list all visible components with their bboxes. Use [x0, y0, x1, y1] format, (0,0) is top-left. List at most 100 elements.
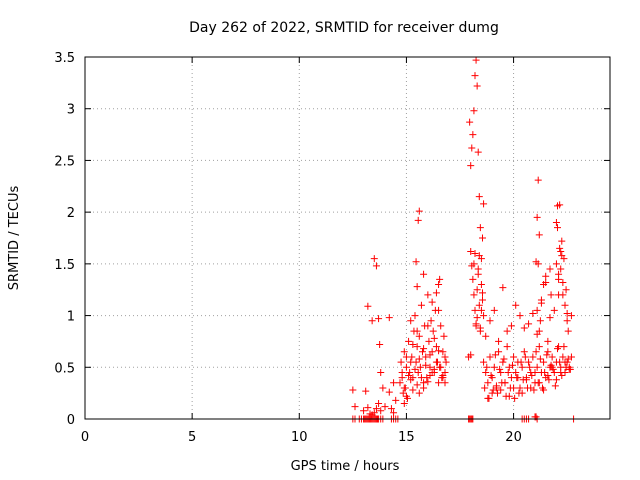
data-point — [409, 386, 417, 394]
data-point — [544, 348, 552, 356]
y-tick-label: 1 — [67, 310, 75, 325]
data-point — [407, 376, 415, 384]
data-point — [479, 296, 486, 304]
data-point — [405, 337, 413, 345]
data-point — [407, 317, 415, 325]
data-point — [544, 372, 552, 380]
data-point — [477, 281, 485, 289]
data-point — [501, 379, 509, 387]
data-point — [550, 368, 558, 376]
data-point — [422, 361, 430, 369]
y-tick-label: 3 — [67, 103, 75, 118]
data-point — [527, 384, 535, 392]
data-point — [558, 237, 566, 245]
x-tick-label: 20 — [505, 430, 522, 445]
data-point — [441, 379, 449, 387]
data-point — [439, 348, 447, 356]
data-point — [470, 291, 478, 299]
data-point — [422, 353, 430, 361]
data-point — [426, 363, 434, 371]
x-tick-label: 5 — [188, 430, 196, 445]
data-point — [490, 363, 498, 371]
data-point — [406, 368, 414, 376]
data-point — [533, 213, 541, 221]
y-axis-label: SRMTID / TECUs — [7, 186, 22, 291]
data-point — [533, 306, 541, 314]
data-point — [472, 322, 480, 330]
data-point — [546, 265, 554, 273]
data-point — [362, 387, 370, 395]
data-point — [476, 327, 484, 335]
data-point — [480, 312, 488, 320]
data-point — [416, 363, 424, 371]
data-point — [535, 327, 543, 335]
data-point — [503, 327, 511, 335]
data-point — [412, 258, 420, 266]
data-point — [413, 283, 421, 291]
data-point — [429, 327, 437, 335]
data-point — [496, 365, 504, 373]
data-point — [379, 384, 387, 392]
data-point — [520, 324, 528, 332]
data-point — [526, 363, 534, 371]
data-point — [442, 358, 450, 366]
data-point — [400, 348, 408, 356]
data-point — [535, 379, 543, 387]
data-point — [497, 386, 505, 394]
data-point — [402, 392, 410, 400]
data-point — [392, 396, 400, 404]
data-point — [441, 368, 449, 376]
data-point — [474, 265, 482, 273]
data-point — [481, 384, 489, 392]
data-point — [557, 265, 565, 273]
data-point — [437, 363, 445, 371]
data-point — [467, 351, 475, 359]
data-point — [514, 374, 522, 382]
data-point — [536, 317, 544, 325]
data-point — [545, 376, 553, 384]
data-point — [436, 275, 444, 283]
data-point — [435, 379, 443, 387]
data-point — [370, 409, 378, 417]
data-point — [475, 301, 483, 309]
data-point — [381, 403, 389, 411]
data-point — [499, 284, 507, 292]
data-point — [370, 255, 378, 263]
data-point — [482, 368, 490, 376]
data-point — [424, 322, 432, 330]
data-point — [425, 337, 433, 345]
data-point — [400, 384, 408, 392]
y-tick-label: 1.5 — [54, 258, 75, 273]
data-point — [552, 260, 560, 268]
data-point — [561, 301, 569, 309]
data-point — [528, 372, 536, 380]
data-point — [486, 353, 494, 361]
data-point — [490, 306, 498, 314]
data-point — [439, 374, 447, 382]
data-point — [546, 314, 554, 322]
data-point — [512, 368, 520, 376]
data-point — [517, 358, 525, 366]
data-point — [518, 363, 526, 371]
data-point — [534, 176, 542, 184]
data-point — [435, 347, 443, 355]
data-point — [511, 394, 519, 402]
plot-frame — [84, 56, 611, 420]
data-point — [469, 275, 477, 283]
data-point — [540, 281, 548, 289]
data-point — [440, 332, 448, 340]
data-point — [432, 343, 440, 351]
data-point — [413, 327, 421, 335]
data-point — [547, 291, 555, 299]
data-point — [351, 403, 359, 411]
data-point — [415, 332, 423, 340]
x-tick-label: 10 — [291, 430, 308, 445]
data-point — [486, 317, 494, 325]
data-point — [482, 332, 490, 340]
data-point — [399, 389, 407, 397]
data-point — [540, 386, 548, 394]
data-point — [556, 201, 564, 209]
data-point — [484, 379, 492, 387]
data-point — [473, 286, 481, 294]
data-point — [427, 317, 435, 325]
